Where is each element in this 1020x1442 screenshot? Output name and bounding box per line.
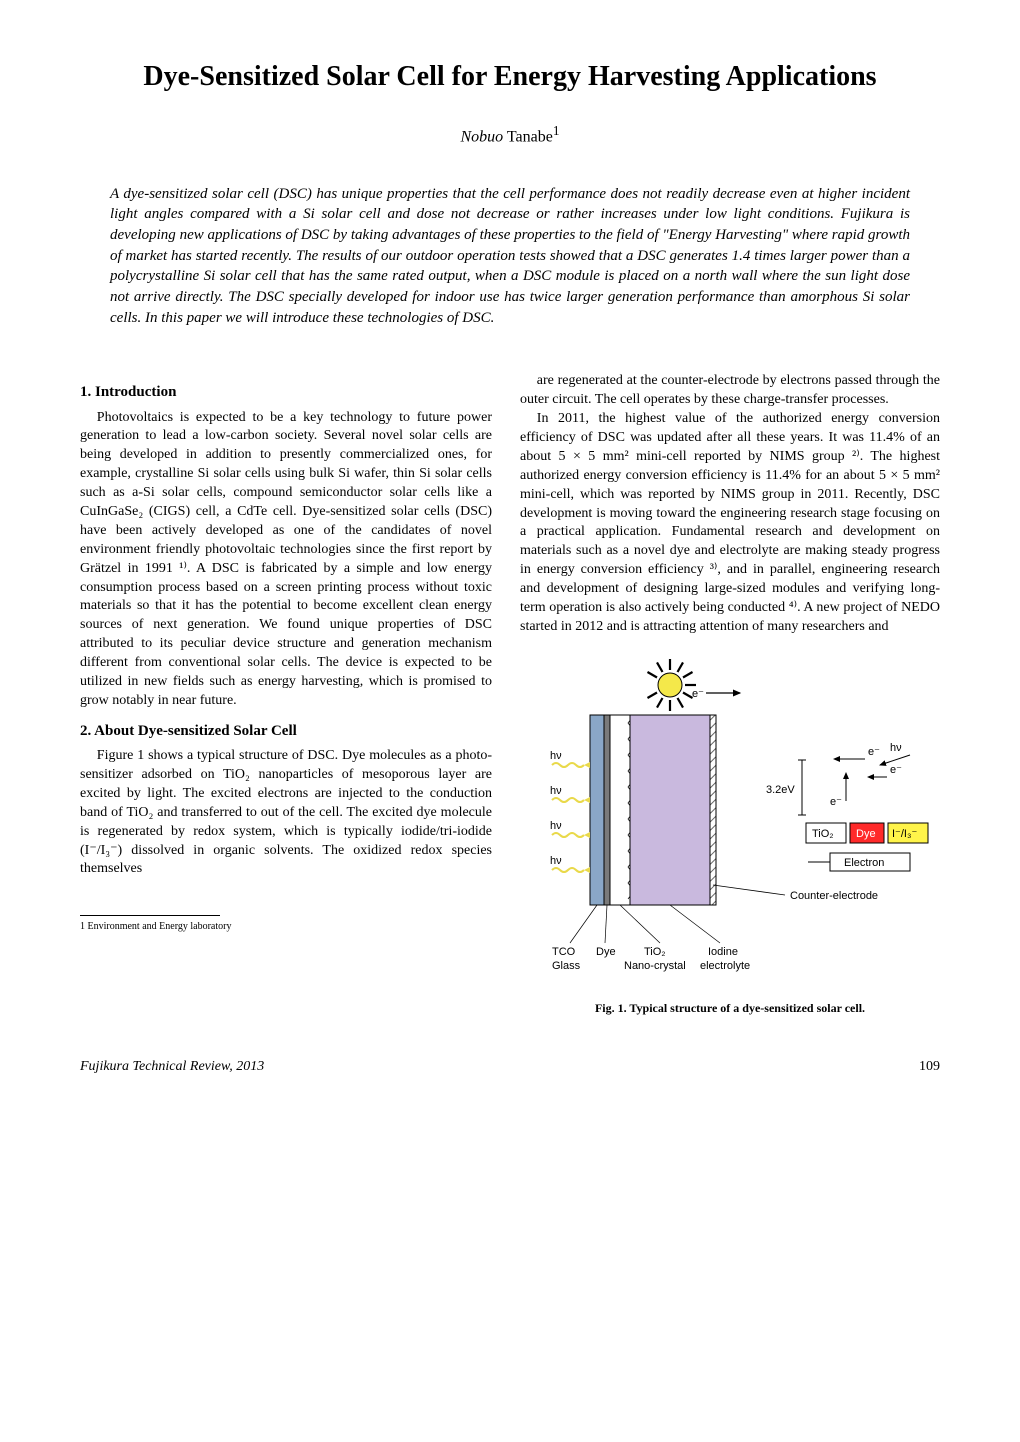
svg-text:3.2eV: 3.2eV: [766, 784, 795, 796]
right-column: are regenerated at the counter-electrode…: [520, 372, 940, 1016]
author-affil-sup: 1: [553, 123, 560, 138]
svg-text:electrolyte: electrolyte: [700, 960, 750, 972]
svg-text:hν: hν: [550, 785, 562, 797]
footer-journal: Fujikura Technical Review, 2013: [80, 1058, 264, 1077]
abstract: A dye-sensitized solar cell (DSC) has un…: [110, 184, 910, 329]
svg-text:hν: hν: [550, 820, 562, 832]
svg-text:hν: hν: [550, 750, 562, 762]
svg-text:TiO₂: TiO₂: [812, 828, 834, 840]
svg-text:hν: hν: [550, 855, 562, 867]
svg-text:hν: hν: [890, 742, 902, 754]
footnote-affiliation: 1 Environment and Energy laboratory: [80, 920, 492, 934]
author-line: Nobuo Tanabe1: [80, 122, 940, 148]
svg-text:Dye: Dye: [856, 828, 876, 840]
dsc-structure-diagram: e⁻ hν hν hν hν hν e⁻ e⁻ 3.2eV e⁻ TiO₂ Dye I⁻/I₃⁻ Elec…: [520, 655, 940, 985]
svg-text:Glass: Glass: [552, 960, 581, 972]
footnote-rule: [80, 915, 220, 916]
svg-text:I⁻/I₃⁻: I⁻/I₃⁻: [892, 828, 917, 840]
figure-1: e⁻ hν hν hν hν hν e⁻ e⁻ 3.2eV e⁻ TiO₂ Dye I⁻/I₃⁻ Elec…: [520, 655, 940, 1016]
svg-text:Iodine: Iodine: [708, 946, 738, 958]
author-surname: Tanabe: [507, 128, 553, 145]
svg-text:Counter-electrode: Counter-electrode: [790, 890, 878, 902]
cont-paragraph-2: In 2011, the highest value of the author…: [520, 410, 940, 637]
svg-text:e⁻: e⁻: [830, 796, 842, 808]
author-firstname: Nobuo: [460, 128, 503, 145]
svg-text:e⁻: e⁻: [890, 764, 902, 776]
svg-text:Nano-crystal: Nano-crystal: [624, 960, 686, 972]
two-column-body: 1. Introduction Photovoltaics is expecte…: [80, 372, 940, 1016]
footer-page-number: 109: [919, 1058, 940, 1077]
heading-about-dsc: 2. About Dye-sensitized Solar Cell: [80, 721, 492, 741]
intro-paragraph: Photovoltaics is expected to be a key te…: [80, 409, 492, 711]
paper-title: Dye-Sensitized Solar Cell for Energy Har…: [80, 60, 940, 94]
figure-1-caption: Fig. 1. Typical structure of a dye-sensi…: [520, 1000, 940, 1016]
svg-text:Electron: Electron: [844, 857, 884, 869]
svg-text:e⁻: e⁻: [868, 746, 880, 758]
heading-introduction: 1. Introduction: [80, 382, 492, 402]
left-column: 1. Introduction Photovoltaics is expecte…: [80, 372, 492, 1016]
page-footer: Fujikura Technical Review, 2013 109: [80, 1058, 940, 1077]
svg-text:e⁻: e⁻: [692, 688, 704, 700]
svg-text:TiO₂: TiO₂: [644, 946, 666, 958]
cont-paragraph-1: are regenerated at the counter-electrode…: [520, 372, 940, 410]
svg-text:TCO: TCO: [552, 946, 576, 958]
about-dsc-paragraph: Figure 1 shows a typical structure of DS…: [80, 747, 492, 879]
svg-text:Dye: Dye: [596, 946, 616, 958]
